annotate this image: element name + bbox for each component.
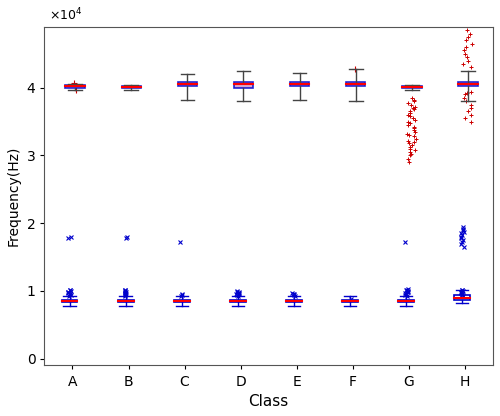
Bar — [122, 87, 141, 88]
Y-axis label: Frequency(Hz): Frequency(Hz) — [7, 146, 21, 246]
X-axis label: Class: Class — [248, 394, 289, 409]
Bar — [286, 300, 302, 302]
Bar — [458, 82, 477, 87]
Bar — [402, 87, 421, 88]
Bar — [342, 300, 358, 302]
Bar — [178, 82, 197, 87]
Bar — [454, 295, 470, 300]
Bar — [174, 300, 190, 302]
Bar — [398, 300, 414, 302]
Text: $\times 10^4$: $\times 10^4$ — [49, 7, 82, 23]
Bar — [290, 82, 310, 87]
Bar — [66, 85, 85, 88]
Bar — [62, 300, 78, 302]
Bar — [230, 300, 246, 302]
Bar — [234, 82, 254, 88]
Bar — [346, 82, 366, 87]
Bar — [118, 300, 134, 302]
